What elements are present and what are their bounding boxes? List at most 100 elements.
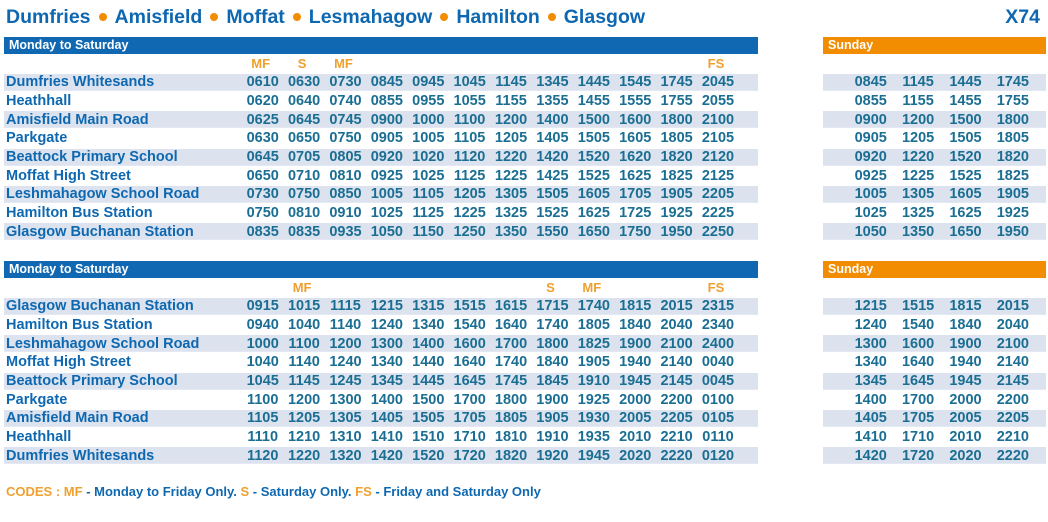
weekday-times-part: Moffat High Street 0650 0710 0810 0925 1025 11…: [4, 166, 758, 185]
sunday-time-cell: 1720: [901, 447, 935, 464]
time-cell: 1350: [494, 223, 528, 240]
sunday-time-cell: 2005: [949, 410, 982, 427]
time-cell: 0120: [701, 447, 735, 464]
day-code: S: [546, 280, 555, 295]
sunday-time-cell: 1455: [949, 93, 982, 110]
sunday-times-part: 0855 1155 1455 1755: [823, 92, 1046, 111]
time-cell: 1020: [412, 149, 445, 166]
sunday-time-cell: 1815: [949, 298, 982, 315]
sunday-time-cell: 2000: [949, 391, 982, 408]
sunday-time-cell: 1625: [949, 205, 982, 222]
time-cell: 2220: [660, 447, 693, 464]
time-cell: 2010: [619, 429, 652, 446]
time-cell: 1310: [329, 429, 362, 446]
sunday-time-cell: 2040: [996, 317, 1029, 334]
sunday-time-cell: 1205: [901, 130, 935, 147]
time-cell: 1145: [288, 373, 320, 390]
time-cell: 2055: [701, 93, 735, 110]
sunday-time-cell: 1145: [902, 74, 934, 91]
time-cell: 0710: [287, 167, 321, 184]
time-cell: 1045: [246, 373, 279, 390]
timetable-row: Heathhall 1110 1210 1310 1410 1510 1710 1810 191…: [0, 428, 1048, 447]
time-cell: 1300: [370, 335, 403, 352]
time-cell: 2140: [660, 354, 693, 371]
timetable-row: Glasgow Buchanan Station 0915 1015 1115 1215…: [0, 297, 1048, 316]
time-cell: 1205: [494, 130, 528, 147]
timetable-row: Amisfield Main Road 1105 1205 1305 1405 1505 1…: [0, 409, 1048, 428]
time-cell: 1715: [536, 298, 569, 315]
weekday-times-part: Hamilton Bus Station 0940 1040 1140 1240 1340…: [4, 316, 758, 335]
time-cell: 1155: [495, 93, 527, 110]
time-cell: 2105: [701, 130, 735, 147]
time-cell: 0640: [287, 93, 321, 110]
sunday-times-part: 1340 1640 1940 2140: [823, 353, 1046, 372]
time-cell: 1910: [536, 429, 569, 446]
sunday-time-cell: 2010: [949, 429, 982, 446]
time-cell: 1500: [577, 111, 610, 128]
time-cell: 2145: [660, 373, 693, 390]
time-cell: 1950: [660, 223, 693, 240]
sunday-times-part: 0905 1205 1505 1805: [823, 129, 1046, 148]
time-cell: 1445: [412, 373, 445, 390]
day-code: FS: [707, 280, 725, 295]
time-cell: 2200: [660, 391, 693, 408]
time-cell: 1445: [577, 74, 610, 91]
time-cell: 1120: [246, 447, 279, 464]
codes-legend: CODES : MF - Monday to Friday Only. S - …: [6, 484, 541, 499]
day-codes-row: MF S MF FS: [0, 278, 1048, 297]
time-cell: 2340: [701, 317, 735, 334]
time-cell: 0925: [370, 167, 403, 184]
time-cell: 0705: [287, 149, 321, 166]
time-cell: 1905: [660, 186, 693, 203]
stop-name: Amisfield Main Road: [6, 111, 149, 128]
time-cell: 0805: [329, 149, 362, 166]
time-cell: 1040: [246, 354, 279, 371]
sunday-time-cell: 1600: [901, 335, 935, 352]
time-cell: 0045: [701, 373, 735, 390]
timetable-row: Dumfries Whitesands 1120 1220 1320 1420 1520 1…: [0, 446, 1048, 466]
time-cell: 1940: [619, 354, 652, 371]
sunday-times-part: 0845 1145 1445 1745: [823, 73, 1046, 92]
time-cell: 1040: [287, 317, 321, 334]
time-cell: 1800: [494, 391, 528, 408]
time-cell: 2000: [619, 391, 652, 408]
day-code: MF: [292, 280, 312, 295]
time-cell: 1100: [246, 391, 279, 408]
time-cell: 0610: [246, 74, 279, 91]
time-cell: 1840: [619, 317, 652, 334]
route-separator-dot-icon: [98, 13, 107, 21]
time-cell: 1055: [453, 93, 486, 110]
sunday-time-cell: 1345: [854, 373, 887, 390]
sunday-times-part: 1405 1705 2005 2205: [823, 409, 1046, 428]
stop-name: Glasgow Buchanan Station: [6, 298, 194, 315]
route-stop: Hamilton: [456, 6, 540, 28]
weekday-times-part: Glasgow Buchanan Station 0915 1015 1115 1215…: [4, 297, 758, 316]
sunday-times-part: 0920 1220 1520 1820: [823, 147, 1046, 167]
timetable-row: Amisfield Main Road 0625 0645 0745 0900 1000 1…: [0, 110, 1048, 130]
time-cell: 1340: [412, 317, 445, 334]
time-cell: 1325: [494, 205, 528, 222]
sunday-time-cell: 1900: [949, 335, 982, 352]
time-cell: 1545: [619, 74, 652, 91]
time-cell: 1120: [453, 149, 486, 166]
time-cell: 1820: [494, 447, 528, 464]
route-stop: Amisfield: [114, 6, 203, 28]
timetable-row: Moffat High Street 0650 0710 0810 0925 1025 11…: [0, 166, 1048, 185]
time-cell: 0955: [412, 93, 445, 110]
time-cell: 1800: [660, 111, 693, 128]
time-cell: 1215: [370, 298, 403, 315]
sunday-bar: Sunday: [823, 261, 1046, 278]
time-cell: 0910: [329, 205, 362, 222]
time-cell: 1115: [330, 298, 361, 315]
time-cell: 1700: [453, 391, 486, 408]
sunday-times-part: 1400 1700 2000 2200: [823, 390, 1046, 409]
sunday-time-cell: 2020: [949, 447, 982, 464]
time-cell: 1420: [370, 447, 403, 464]
sunday-time-cell: 2100: [996, 335, 1029, 352]
legend-segment: - Friday and Saturday Only: [371, 484, 541, 499]
time-cell: 1805: [494, 410, 528, 427]
time-cell: 1820: [660, 149, 693, 166]
time-cell: 1925: [577, 391, 610, 408]
stop-name: Parkgate: [6, 391, 68, 408]
time-cell: 1705: [453, 410, 486, 427]
